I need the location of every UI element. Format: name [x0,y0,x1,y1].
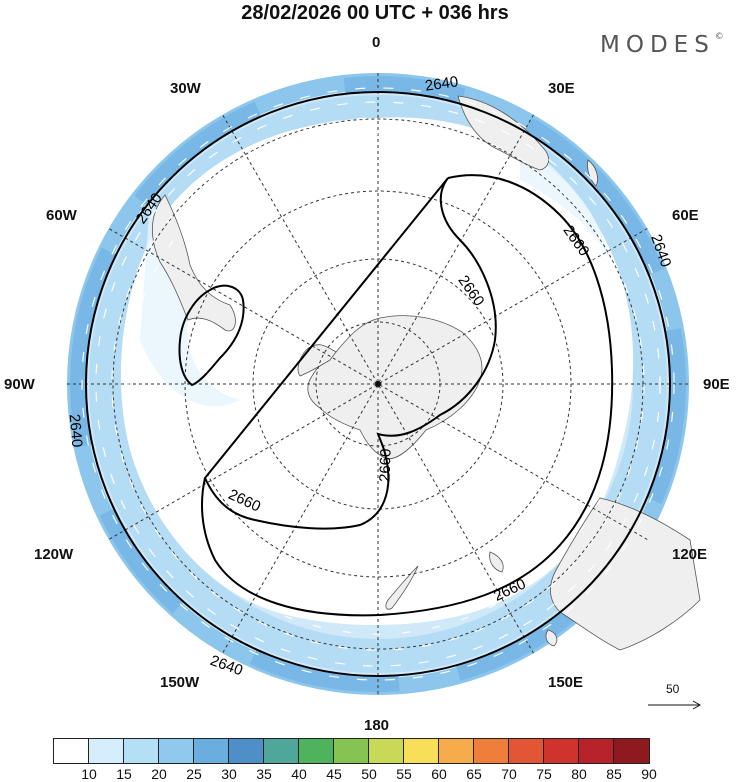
colorbar-swatch [509,739,544,763]
lon-label-30e: 30E [548,80,575,97]
label-2640-top: 2640 [424,73,459,94]
lon-label-60w: 60W [46,207,77,224]
colorbar-tick-label: 50 [361,766,377,782]
contour-2660-closed [178,284,245,387]
colorbar-tick-label: 75 [536,766,552,782]
colorbar-tick-label: 40 [291,766,307,782]
tasmania [545,629,558,647]
south-pole-dot [375,381,381,387]
wind-vectors [81,87,675,681]
lon-label-90e: 90E [703,376,730,393]
brand-name: MODES [600,32,715,58]
colorbar-swatch [439,739,474,763]
colorbar-tick-label: 30 [221,766,237,782]
colorbar-swatch [474,739,509,763]
lon-label-120w: 120W [34,546,74,563]
lon-label-150w: 150W [160,674,200,691]
colorbar-tick-label: 80 [571,766,587,782]
south-america [151,194,236,332]
colorbar-tick-label: 85 [606,766,622,782]
meridian-150e-30w [222,114,534,654]
colorbar-tick-label: 65 [466,766,482,782]
lon-label-120e: 120E [672,546,708,563]
colorbar [53,738,650,764]
landmasses [151,95,701,651]
colorbar-swatch [544,739,579,763]
colorbar-tick-label: 70 [501,766,517,782]
meridian-120e-60w [108,228,648,540]
australia [550,497,701,651]
new-zealand [385,565,419,610]
colorbar-swatch [89,739,124,763]
colorbar-tick-label: 25 [186,766,202,782]
lon-label-30w: 30W [170,80,201,97]
colorbar-tick-label: 60 [431,766,447,782]
lon-label-180: 180 [364,717,390,734]
lon-label-150e: 150E [548,674,584,691]
scale-arrow [648,700,702,710]
colorbar-swatch [194,739,229,763]
colorbar-swatch [124,739,159,763]
lon-label-60e: 60E [672,207,699,224]
modes-logo: MODES© [600,32,724,58]
africa [457,95,550,171]
colorbar-tick-label: 35 [256,766,272,782]
contour-2640 [85,91,671,677]
colorbar-swatch [334,739,369,763]
colorbar-swatch [614,739,649,763]
height-contours [85,91,671,677]
colorbar-tick-label: 10 [81,766,97,782]
colorbar-tick-label: 90 [641,766,657,782]
madagascar [587,159,598,187]
meridian-60e-120w [108,228,648,540]
colorbar-swatch [159,739,194,763]
colorbar-swatch [54,739,89,763]
colorbar-tick-label: 45 [326,766,342,782]
colorbar-swatch [369,739,404,763]
lon-label-0: 0 [372,34,381,51]
meridian-30e-150w [222,114,534,654]
copyright-mark: © [714,32,724,42]
contour-2660-main [201,174,614,617]
colorbar-tick-label: 20 [151,766,167,782]
colorbar-swatch [229,739,264,763]
colorbar-swatch [579,739,614,763]
colorbar-tick-label: 15 [116,766,132,782]
colorbar-swatch [299,739,334,763]
chart-title: 28/02/2026 00 UTC + 036 hrs [241,2,509,24]
vector-scale-label: 50 [666,682,680,696]
colorbar-swatch [404,739,439,763]
label-2640-leftlow: 2640 [66,413,86,448]
graticule [67,73,689,695]
lon-label-90w: 90W [4,376,35,393]
colorbar-tick-label: 55 [396,766,412,782]
label-2660-c: 2660 [376,448,394,482]
colorbar-swatch [264,739,299,763]
